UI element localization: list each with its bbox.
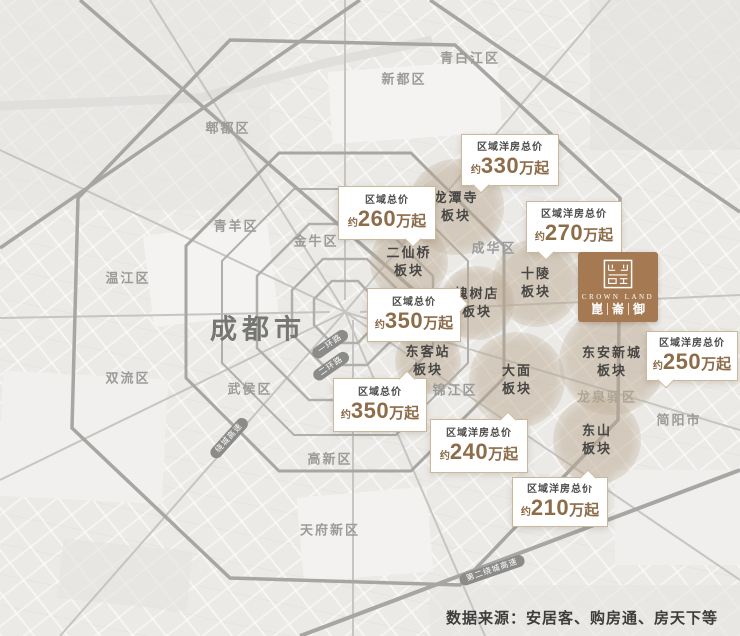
plate-label: 板块 xyxy=(581,441,612,456)
callout-price: 约250万起 xyxy=(652,349,732,375)
district-label: 青羊区 xyxy=(213,218,259,234)
river-path xyxy=(0,35,433,111)
callout-label: 区域总价 xyxy=(358,387,402,399)
callout-price: 约210万起 xyxy=(520,495,600,521)
callout-price: 约240万起 xyxy=(439,439,519,465)
callout-price: 约330万起 xyxy=(470,153,550,179)
price-callout: 区域总价 约350万起 xyxy=(367,288,469,342)
callout-label: 区域洋房总价 xyxy=(541,209,607,221)
plate-label: 东客站 xyxy=(405,344,451,360)
plate-label: 板块 xyxy=(440,208,471,223)
logo-chinese-name: 崑崙御 xyxy=(587,303,649,315)
callout-price: 约350万起 xyxy=(374,308,454,334)
callout-label: 区域洋房总价 xyxy=(477,142,543,154)
plate-label: 东山 xyxy=(581,423,612,439)
district-label: 高新区 xyxy=(307,451,353,467)
plate-label: 大面 xyxy=(501,363,532,379)
plate-label: 板块 xyxy=(412,362,443,377)
seal-icon xyxy=(603,259,633,289)
district-label: 锦江区 xyxy=(432,382,478,398)
logo-english-name: CROWN LAND xyxy=(581,293,655,301)
callout-label: 区域总价 xyxy=(365,195,409,207)
plate-label: 板块 xyxy=(520,284,551,299)
price-callout: 区域洋房总价 约210万起 xyxy=(512,469,608,527)
callout-price: 约350万起 xyxy=(340,398,420,424)
plate-label: 槐树店 xyxy=(454,286,500,302)
callout-price: 约270万起 xyxy=(534,220,614,246)
district-label: 龙泉驿区 xyxy=(576,389,638,405)
price-callout: 区域总价 约350万起 xyxy=(333,370,427,432)
price-callout: 区域洋房总价 约250万起 xyxy=(646,331,738,389)
district-label: 新都区 xyxy=(381,71,427,87)
plate-label: 东安新城 xyxy=(581,345,642,361)
price-callout: 区域洋房总价 约270万起 xyxy=(526,201,622,261)
price-callout: 区域洋房总价 约240万起 xyxy=(430,411,528,473)
district-label: 温江区 xyxy=(105,270,151,286)
district-label: 金牛区 xyxy=(293,233,339,249)
callout-price: 约260万起 xyxy=(347,206,427,232)
callout-label: 区域洋房总价 xyxy=(446,428,512,440)
district-label: 武侯区 xyxy=(227,381,273,397)
plate-label: 十陵 xyxy=(520,266,551,282)
plate-label: 龙潭寺 xyxy=(433,190,479,206)
callout-label: 区域洋房总价 xyxy=(659,338,725,350)
plate-label: 二仙桥 xyxy=(386,245,432,261)
plate-circle: 东山 板块 xyxy=(553,396,641,484)
callout-label: 区域洋房总价 xyxy=(527,484,593,496)
plate-label: 板块 xyxy=(461,304,492,319)
district-label: 天府新区 xyxy=(299,522,361,538)
plate-circle: 十陵 板块 xyxy=(492,239,580,327)
plate-circle: 大面 板块 xyxy=(469,332,565,428)
district-label: 双流区 xyxy=(105,370,151,386)
district-label: 郫都区 xyxy=(205,120,251,136)
callout-label: 区域总价 xyxy=(392,297,436,309)
plate-label: 板块 xyxy=(393,263,424,278)
data-source-note: 数据来源：安居客、购房通、房天下等 xyxy=(445,610,718,627)
district-label: 青白江区 xyxy=(439,50,501,66)
district-label: 简阳市 xyxy=(656,412,702,428)
plate-label: 板块 xyxy=(501,381,532,396)
crown-land-logo: CROWN LAND 崑崙御 xyxy=(578,252,658,322)
city-label: 成都市 xyxy=(210,314,306,345)
price-callout: 区域洋房总价 约330万起 xyxy=(461,134,559,194)
plate-label: 板块 xyxy=(596,363,627,378)
price-callout: 区域总价 约260万起 xyxy=(338,186,436,248)
district-label: 成华区 xyxy=(471,240,517,256)
